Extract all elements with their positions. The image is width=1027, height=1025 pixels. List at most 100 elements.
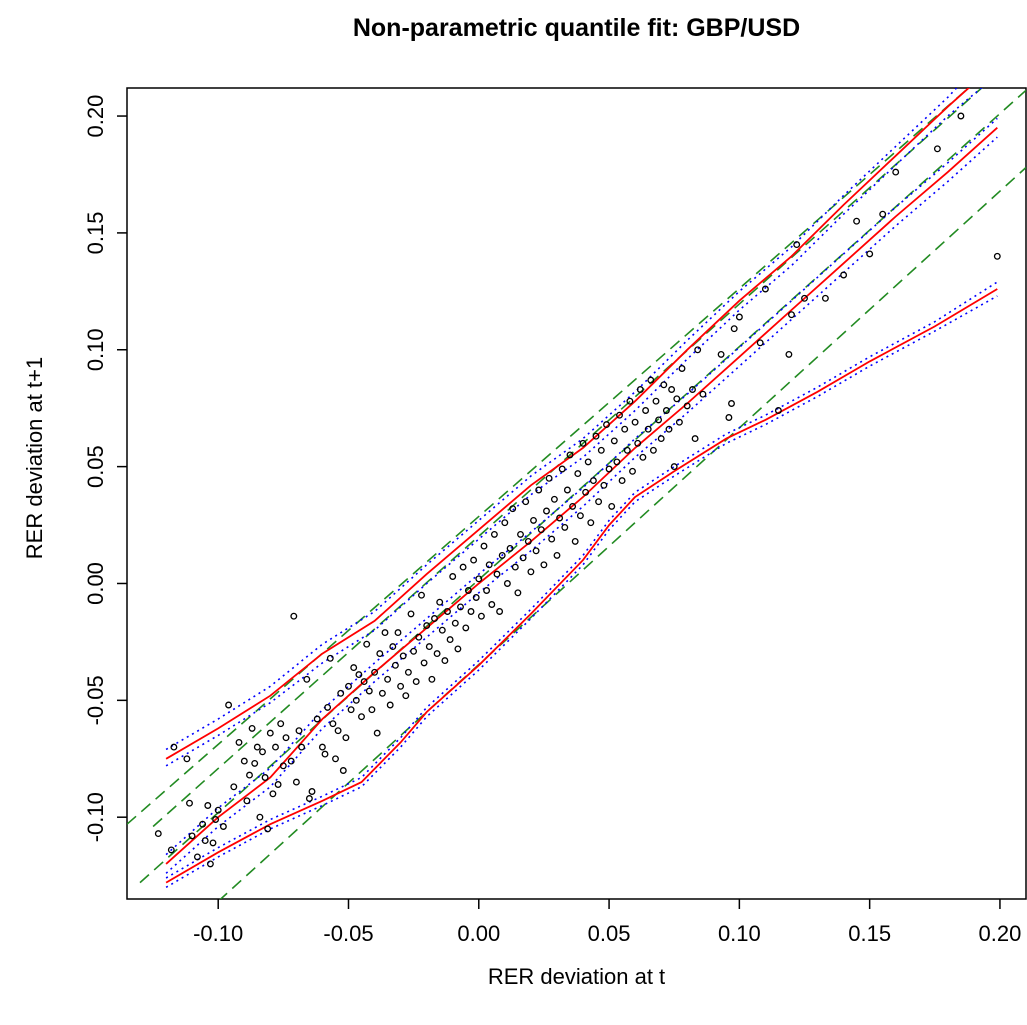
x-axis-label: RER deviation at t [487,964,666,989]
quantile-fit-lower-band-hi-line [165,281,998,879]
data-point [530,516,537,524]
data-point [358,713,365,721]
data-point [866,250,874,258]
data-point [608,502,616,510]
data-point [840,271,848,279]
data-point [655,416,663,424]
data-point [318,743,326,751]
data-point [639,453,647,461]
data-point [332,755,339,763]
data-point [308,788,316,795]
y-tick-label: 0.20 [83,95,108,138]
data-point [459,563,467,571]
data-point [511,563,519,571]
data-point [251,759,259,767]
data-point [519,554,527,562]
data-point [582,488,590,496]
quantile-fit-upper-band-hi-line [165,88,958,751]
data-point [246,771,253,779]
data-point [433,650,441,658]
data-point [355,671,363,679]
data-point [735,313,743,321]
data-point [449,573,457,580]
data-point [243,797,251,805]
data-point [264,825,272,833]
data-point [728,400,735,407]
data-point [324,703,332,711]
data-point [699,390,707,398]
data-point [261,774,269,781]
y-tick-label: -0.05 [83,675,108,725]
data-point [457,603,464,611]
data-point [496,608,504,615]
data-point [391,661,399,669]
data-point [603,421,610,429]
data-point [394,629,402,637]
data-point [269,790,277,798]
data-point [389,643,397,651]
data-point [350,664,358,672]
data-point [360,678,368,686]
data-point [277,720,285,728]
y-tick-label: -0.10 [83,792,108,842]
chart-title: Non-parametric quantile fit: GBP/USD [352,14,801,42]
data-point [527,568,535,576]
data-point [352,696,360,704]
data-point [761,285,769,293]
data-point [678,365,686,372]
data-point [326,654,334,662]
data-point [993,252,1001,260]
data-point [399,652,407,660]
data-point [337,689,345,697]
data-point [485,561,493,569]
quantile-fit-median-band-lo-line [165,136,998,874]
data-point [225,701,233,709]
data-point [610,437,618,445]
data-point [725,414,733,421]
data-point [253,743,261,751]
data-point [248,724,256,732]
data-point [642,407,650,414]
data-point [410,647,418,655]
data-point [423,622,431,630]
data-point [415,633,423,641]
data-point [668,386,676,393]
data-point [154,830,162,838]
y-axis-label: RER deviation at t+1 [22,356,47,560]
data-point [498,551,506,559]
data-point [644,425,652,433]
x-tick-label: -0.05 [323,921,373,946]
data-point [574,470,582,478]
data-point [219,823,227,830]
data-point [957,112,965,120]
data-point [483,587,491,594]
linear-quantile-lower-line [219,166,1026,899]
data-point [821,294,829,302]
data-point [550,495,558,503]
data-point [535,486,543,494]
data-point [287,757,295,765]
data-point [212,816,220,823]
plot-frame [126,87,1027,900]
data-point [597,446,605,454]
x-tick-label: 0.20 [979,921,1022,946]
data-point [464,587,472,594]
data-point [683,402,691,410]
data-point [631,418,639,426]
y-tick-label: 0.15 [83,211,108,254]
data-point [689,386,696,393]
data-point [621,425,629,433]
data-point [532,547,540,555]
data-point [506,544,514,552]
data-point [420,659,428,667]
data-point [256,813,264,821]
data-point [556,514,564,522]
data-point [647,376,655,384]
data-point [436,598,444,606]
data-point [801,294,808,302]
data-point [584,458,592,466]
data-point [402,692,410,700]
data-point [386,701,394,709]
data-point [537,526,545,534]
